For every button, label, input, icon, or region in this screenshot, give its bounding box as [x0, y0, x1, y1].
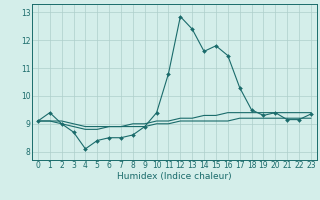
X-axis label: Humidex (Indice chaleur): Humidex (Indice chaleur): [117, 172, 232, 181]
